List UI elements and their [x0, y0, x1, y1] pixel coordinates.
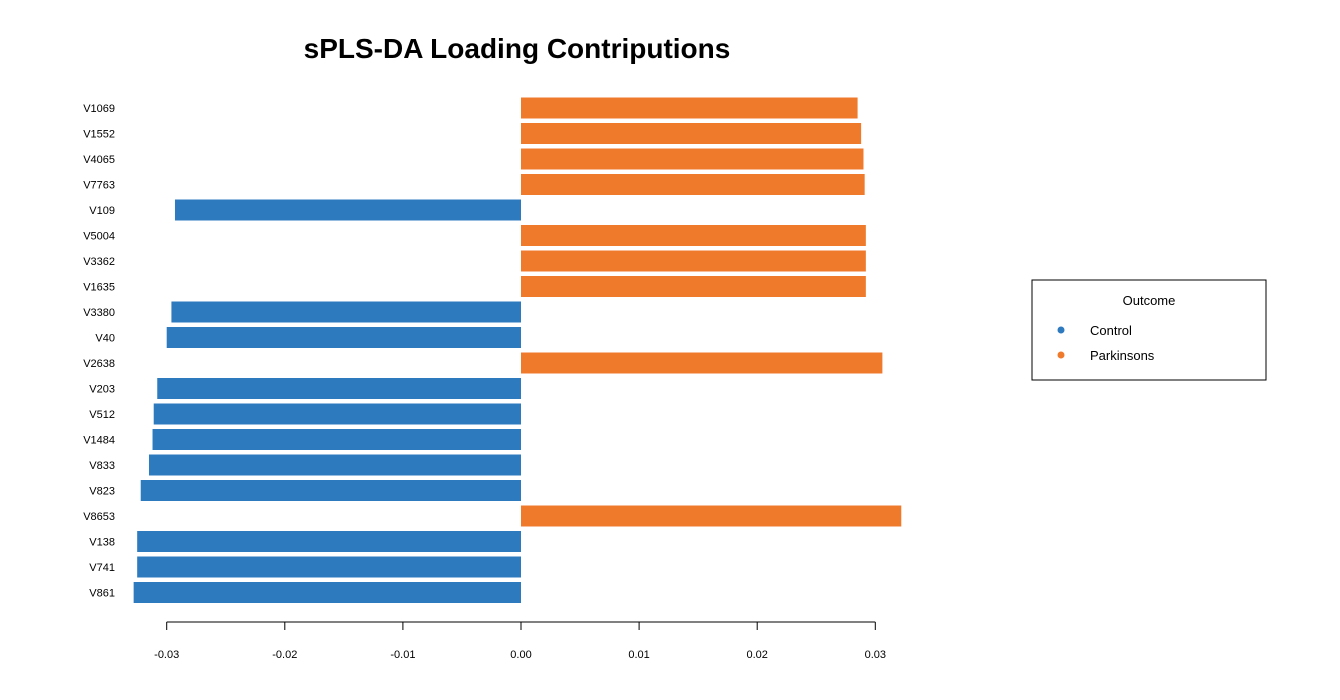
- x-tick-label: 0.02: [746, 649, 767, 661]
- category-label: V3380: [83, 307, 115, 319]
- category-labels: V1069 V1552 V4065 V7763 V109 V5004 V3362 V1635 V…: [83, 103, 115, 600]
- category-label: V1484: [83, 435, 115, 447]
- category-label: V40: [95, 333, 115, 345]
- bar-v1552: [521, 123, 862, 144]
- category-label: V1069: [83, 103, 115, 115]
- bar-v3380: [171, 301, 521, 323]
- legend-marker-control: [1057, 326, 1065, 334]
- category-label: V861: [89, 588, 115, 600]
- bar-v7763: [521, 174, 865, 195]
- x-tick-label: -0.01: [390, 649, 415, 661]
- category-label: V3362: [83, 256, 115, 268]
- category-label: V741: [89, 562, 115, 574]
- category-label: V109: [89, 205, 115, 217]
- bar-v1635: [521, 276, 866, 297]
- bar-v2638: [521, 352, 883, 374]
- bar-v8653: [521, 505, 902, 527]
- bar-v138: [137, 531, 522, 552]
- legend-marker-parkinsons: [1057, 351, 1065, 359]
- x-tick-label: 0.03: [865, 649, 886, 661]
- category-label: V2638: [83, 358, 115, 370]
- bar-v203: [157, 378, 521, 399]
- category-label: V823: [89, 486, 115, 498]
- category-label: V138: [89, 537, 115, 549]
- bar-v109: [174, 199, 522, 221]
- x-axis: -0.03 -0.02 -0.01 0.00 0.01 0.02 0.03: [154, 621, 886, 661]
- category-label: V4065: [83, 154, 115, 166]
- bar-v823: [140, 480, 521, 501]
- bar-v3362: [521, 250, 866, 272]
- bar-v4065: [521, 148, 864, 170]
- x-tick-label: -0.03: [154, 649, 179, 661]
- bar-v741: [137, 556, 522, 578]
- category-label: V5004: [83, 231, 115, 243]
- legend: Outcome Control Parkinsons: [1031, 279, 1267, 381]
- x-tick-label: -0.02: [272, 649, 297, 661]
- bar-v1069: [521, 97, 858, 119]
- x-tick-label: 0.01: [628, 649, 649, 661]
- bar-v833: [148, 454, 522, 476]
- category-label: V1635: [83, 282, 115, 294]
- bar-v5004: [521, 225, 866, 246]
- bar-v1484: [152, 429, 521, 450]
- bar-v40: [166, 327, 521, 348]
- category-label: V7763: [83, 180, 115, 192]
- legend-label-control: Control: [1090, 323, 1132, 338]
- legend-box: [1031, 279, 1267, 381]
- bar-v512: [153, 403, 522, 425]
- category-label: V1552: [83, 129, 115, 141]
- chart-title: sPLS-DA Loading Contriputions: [304, 33, 731, 64]
- bar-v861: [133, 582, 521, 603]
- category-label: V8653: [83, 511, 115, 523]
- legend-label-parkinsons: Parkinsons: [1090, 348, 1155, 363]
- legend-title: Outcome: [1123, 293, 1176, 308]
- category-label: V512: [89, 409, 115, 421]
- category-label: V203: [89, 384, 115, 396]
- x-tick-label: 0.00: [510, 649, 531, 661]
- category-label: V833: [89, 460, 115, 472]
- bars-group: [133, 97, 902, 603]
